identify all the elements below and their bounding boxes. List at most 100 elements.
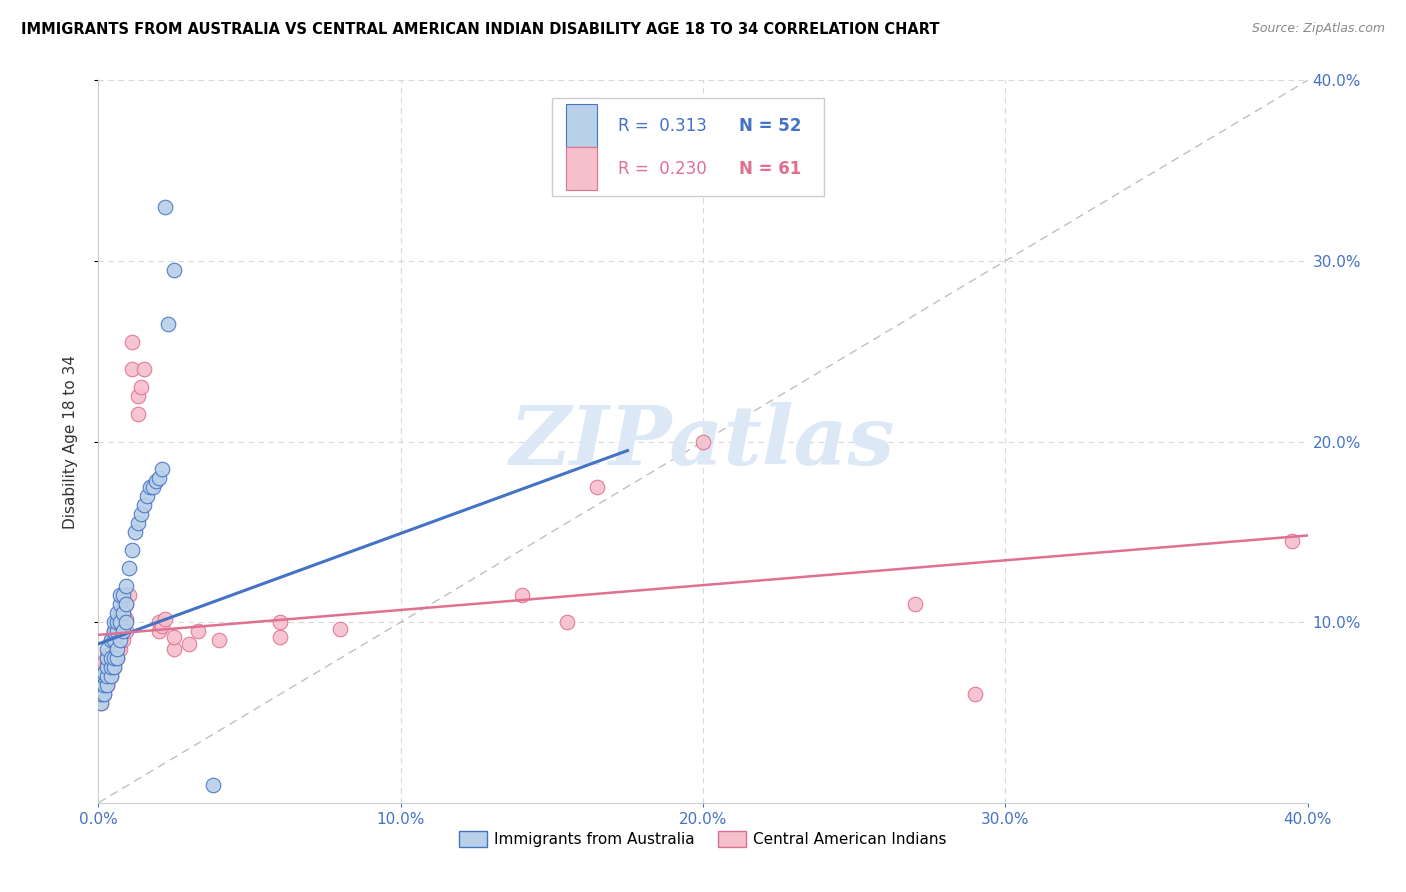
Point — [103, 648, 125, 662]
Point — [114, 615, 136, 630]
Point — [132, 362, 155, 376]
Point — [156, 317, 179, 331]
Point — [90, 697, 112, 711]
Point — [100, 633, 122, 648]
Point — [108, 597, 131, 611]
Point — [96, 673, 118, 687]
Point — [100, 633, 122, 648]
Point — [100, 660, 122, 674]
Point — [202, 778, 225, 792]
Point — [93, 687, 115, 701]
Point — [96, 642, 118, 657]
Point — [96, 665, 118, 680]
Point — [103, 660, 125, 674]
Point — [129, 507, 152, 521]
Point — [103, 637, 125, 651]
Point — [93, 665, 115, 680]
Point — [129, 380, 152, 394]
Point — [90, 678, 112, 692]
Point — [127, 516, 149, 530]
Point — [96, 648, 118, 662]
Point — [90, 687, 112, 701]
Point — [93, 673, 115, 687]
Point — [105, 606, 128, 620]
Point — [105, 619, 128, 633]
Point — [114, 597, 136, 611]
Point — [105, 624, 128, 639]
Point — [187, 624, 209, 639]
Point — [118, 588, 141, 602]
Point — [179, 637, 201, 651]
FancyBboxPatch shape — [567, 104, 596, 147]
Point — [118, 561, 141, 575]
Point — [103, 633, 125, 648]
Point — [93, 655, 115, 669]
Point — [135, 489, 157, 503]
Point — [114, 624, 136, 639]
Point — [153, 611, 176, 625]
Point — [103, 660, 125, 674]
Point — [96, 655, 118, 669]
Point — [163, 642, 186, 657]
Point — [93, 665, 115, 680]
Point — [127, 408, 149, 422]
Point — [111, 606, 134, 620]
Point — [329, 623, 352, 637]
Point — [111, 619, 134, 633]
Point — [105, 637, 128, 651]
Point — [111, 633, 134, 648]
Point — [93, 687, 115, 701]
Point — [124, 524, 146, 539]
Point — [108, 642, 131, 657]
Point — [96, 651, 118, 665]
Point — [555, 615, 578, 630]
Point — [121, 362, 143, 376]
Point — [510, 588, 533, 602]
Point — [163, 263, 186, 277]
Point — [111, 624, 134, 639]
Text: IMMIGRANTS FROM AUSTRALIA VS CENTRAL AMERICAN INDIAN DISABILITY AGE 18 TO 34 COR: IMMIGRANTS FROM AUSTRALIA VS CENTRAL AME… — [21, 22, 939, 37]
Point — [100, 669, 122, 683]
Point — [127, 389, 149, 403]
Point — [121, 542, 143, 557]
Point — [108, 615, 131, 630]
Point — [692, 434, 714, 449]
Point — [163, 630, 186, 644]
Point — [100, 648, 122, 662]
Point — [96, 669, 118, 683]
Point — [93, 669, 115, 683]
Text: R =  0.313: R = 0.313 — [619, 117, 707, 135]
Point — [108, 630, 131, 644]
Text: N = 52: N = 52 — [740, 117, 801, 135]
Point — [145, 475, 167, 489]
Point — [105, 615, 128, 630]
Point — [111, 606, 134, 620]
Point — [93, 678, 115, 692]
Point — [142, 480, 165, 494]
Point — [904, 597, 927, 611]
Point — [90, 687, 112, 701]
Point — [269, 615, 291, 630]
Y-axis label: Disability Age 18 to 34: Disability Age 18 to 34 — [63, 354, 79, 529]
Point — [121, 335, 143, 350]
Point — [148, 624, 170, 639]
Point — [586, 480, 609, 494]
Legend: Immigrants from Australia, Central American Indians: Immigrants from Australia, Central Ameri… — [453, 825, 953, 853]
Point — [269, 630, 291, 644]
Point — [96, 678, 118, 692]
FancyBboxPatch shape — [567, 147, 596, 190]
Point — [108, 588, 131, 602]
Point — [108, 633, 131, 648]
Point — [96, 678, 118, 692]
Text: Source: ZipAtlas.com: Source: ZipAtlas.com — [1251, 22, 1385, 36]
Point — [150, 461, 173, 475]
Point — [100, 651, 122, 665]
Point — [111, 593, 134, 607]
Point — [148, 471, 170, 485]
Point — [132, 498, 155, 512]
Point — [114, 597, 136, 611]
Point — [96, 660, 118, 674]
Point — [100, 660, 122, 674]
Point — [105, 651, 128, 665]
Point — [103, 651, 125, 665]
